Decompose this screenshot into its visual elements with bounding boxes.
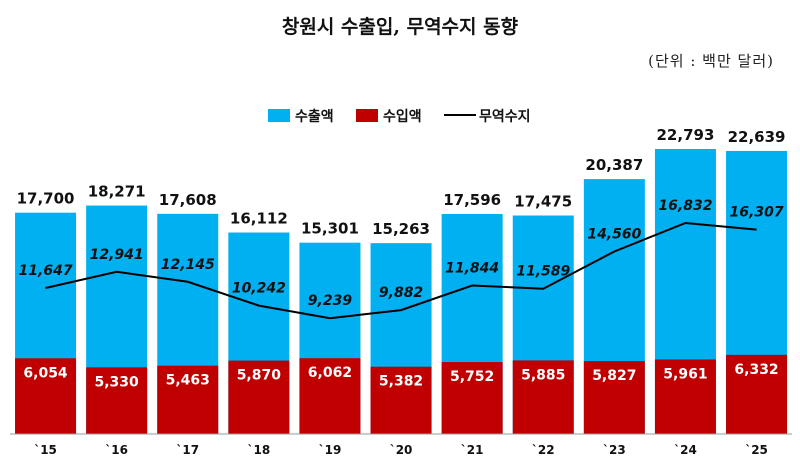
- balance-line: [45, 221, 757, 320]
- balance-value-label: 11,647: [19, 263, 73, 279]
- x-axis-ticks: `15 `16 `17 `18 `19 `20 `21 `22 `23 `24 `25: [34, 443, 768, 457]
- bar-series: [15, 149, 788, 434]
- export-value-label: 20,387: [585, 156, 643, 174]
- import-value-label: 6,332: [734, 362, 778, 378]
- legend-label-balance: 무역수지: [479, 108, 531, 125]
- legend: 수출액 수입액 무역수지: [268, 108, 531, 125]
- balance-value-label: 14,560: [587, 226, 641, 242]
- import-bar: [86, 367, 148, 434]
- x-tick-label: `19: [319, 443, 342, 457]
- chart-title: 창원시 수출입, 무역수지 동향: [281, 16, 519, 38]
- balance-value-label: 10,242: [232, 281, 286, 297]
- balance-value-label: 16,307: [730, 205, 784, 221]
- import-value-label: 5,870: [237, 368, 282, 384]
- export-value-label: 17,608: [159, 191, 217, 209]
- export-value-label: 18,271: [88, 183, 146, 201]
- import-bar: [583, 361, 645, 434]
- balance-value-label: 9,239: [308, 293, 353, 309]
- x-tick-label: `22: [532, 443, 555, 457]
- x-tick-label: `15: [34, 443, 57, 457]
- x-tick-label: `21: [461, 443, 484, 457]
- import-value-label: 6,054: [23, 365, 68, 381]
- export-value-label: 22,639: [728, 128, 786, 146]
- import-value-label: 5,827: [592, 368, 636, 384]
- import-value-label: 5,885: [521, 367, 565, 383]
- export-value-label: 17,700: [17, 190, 75, 208]
- balance-line-series: [45, 221, 757, 320]
- x-tick-label: `20: [390, 443, 413, 457]
- unit-label: (단위 : 백만 달러): [648, 52, 774, 70]
- x-tick-label: `25: [745, 443, 768, 457]
- balance-value-label: 12,145: [161, 257, 215, 273]
- x-tick-label: `23: [603, 443, 626, 457]
- import-value-label: 5,961: [663, 366, 707, 382]
- legend-label-exports: 수출액: [295, 108, 334, 125]
- import-bar: [15, 358, 77, 434]
- import-value-label: 5,382: [379, 374, 423, 390]
- import-bar: [654, 359, 716, 434]
- import-bar: [228, 360, 290, 434]
- import-bar: [441, 362, 503, 434]
- balance-value-label: 16,832: [658, 198, 712, 214]
- import-value-label: 6,062: [308, 365, 352, 381]
- import-bar: [726, 354, 788, 434]
- legend-label-imports: 수입액: [383, 108, 422, 125]
- x-tick-label: `16: [105, 443, 128, 457]
- legend-swatch-exports: [268, 109, 290, 122]
- export-value-label: 22,793: [657, 126, 715, 144]
- export-value-label: 17,475: [514, 192, 572, 210]
- x-tick-label: `24: [674, 443, 697, 457]
- import-value-label: 5,330: [95, 374, 140, 390]
- balance-value-label: 9,882: [379, 285, 423, 301]
- legend-swatch-imports: [356, 109, 378, 122]
- balance-value-label: 11,589: [516, 264, 570, 280]
- export-value-label: 15,263: [372, 220, 430, 238]
- x-tick-label: `17: [176, 443, 199, 457]
- import-value-label: 5,752: [450, 369, 494, 385]
- import-value-label: 5,463: [166, 373, 210, 389]
- data-labels: 17,700 6,054 11,647 18,271 5,330 12,941 17,608…: [17, 126, 786, 390]
- export-value-label: 16,112: [230, 210, 288, 228]
- balance-value-label: 11,844: [445, 261, 499, 277]
- export-value-label: 15,301: [301, 220, 359, 238]
- x-tick-label: `18: [247, 443, 270, 457]
- import-bar: [370, 366, 432, 434]
- import-bar: [512, 360, 574, 434]
- export-value-label: 17,596: [443, 191, 501, 209]
- import-bar: [299, 358, 361, 434]
- import-bar: [157, 365, 219, 434]
- balance-value-label: 12,941: [90, 247, 144, 263]
